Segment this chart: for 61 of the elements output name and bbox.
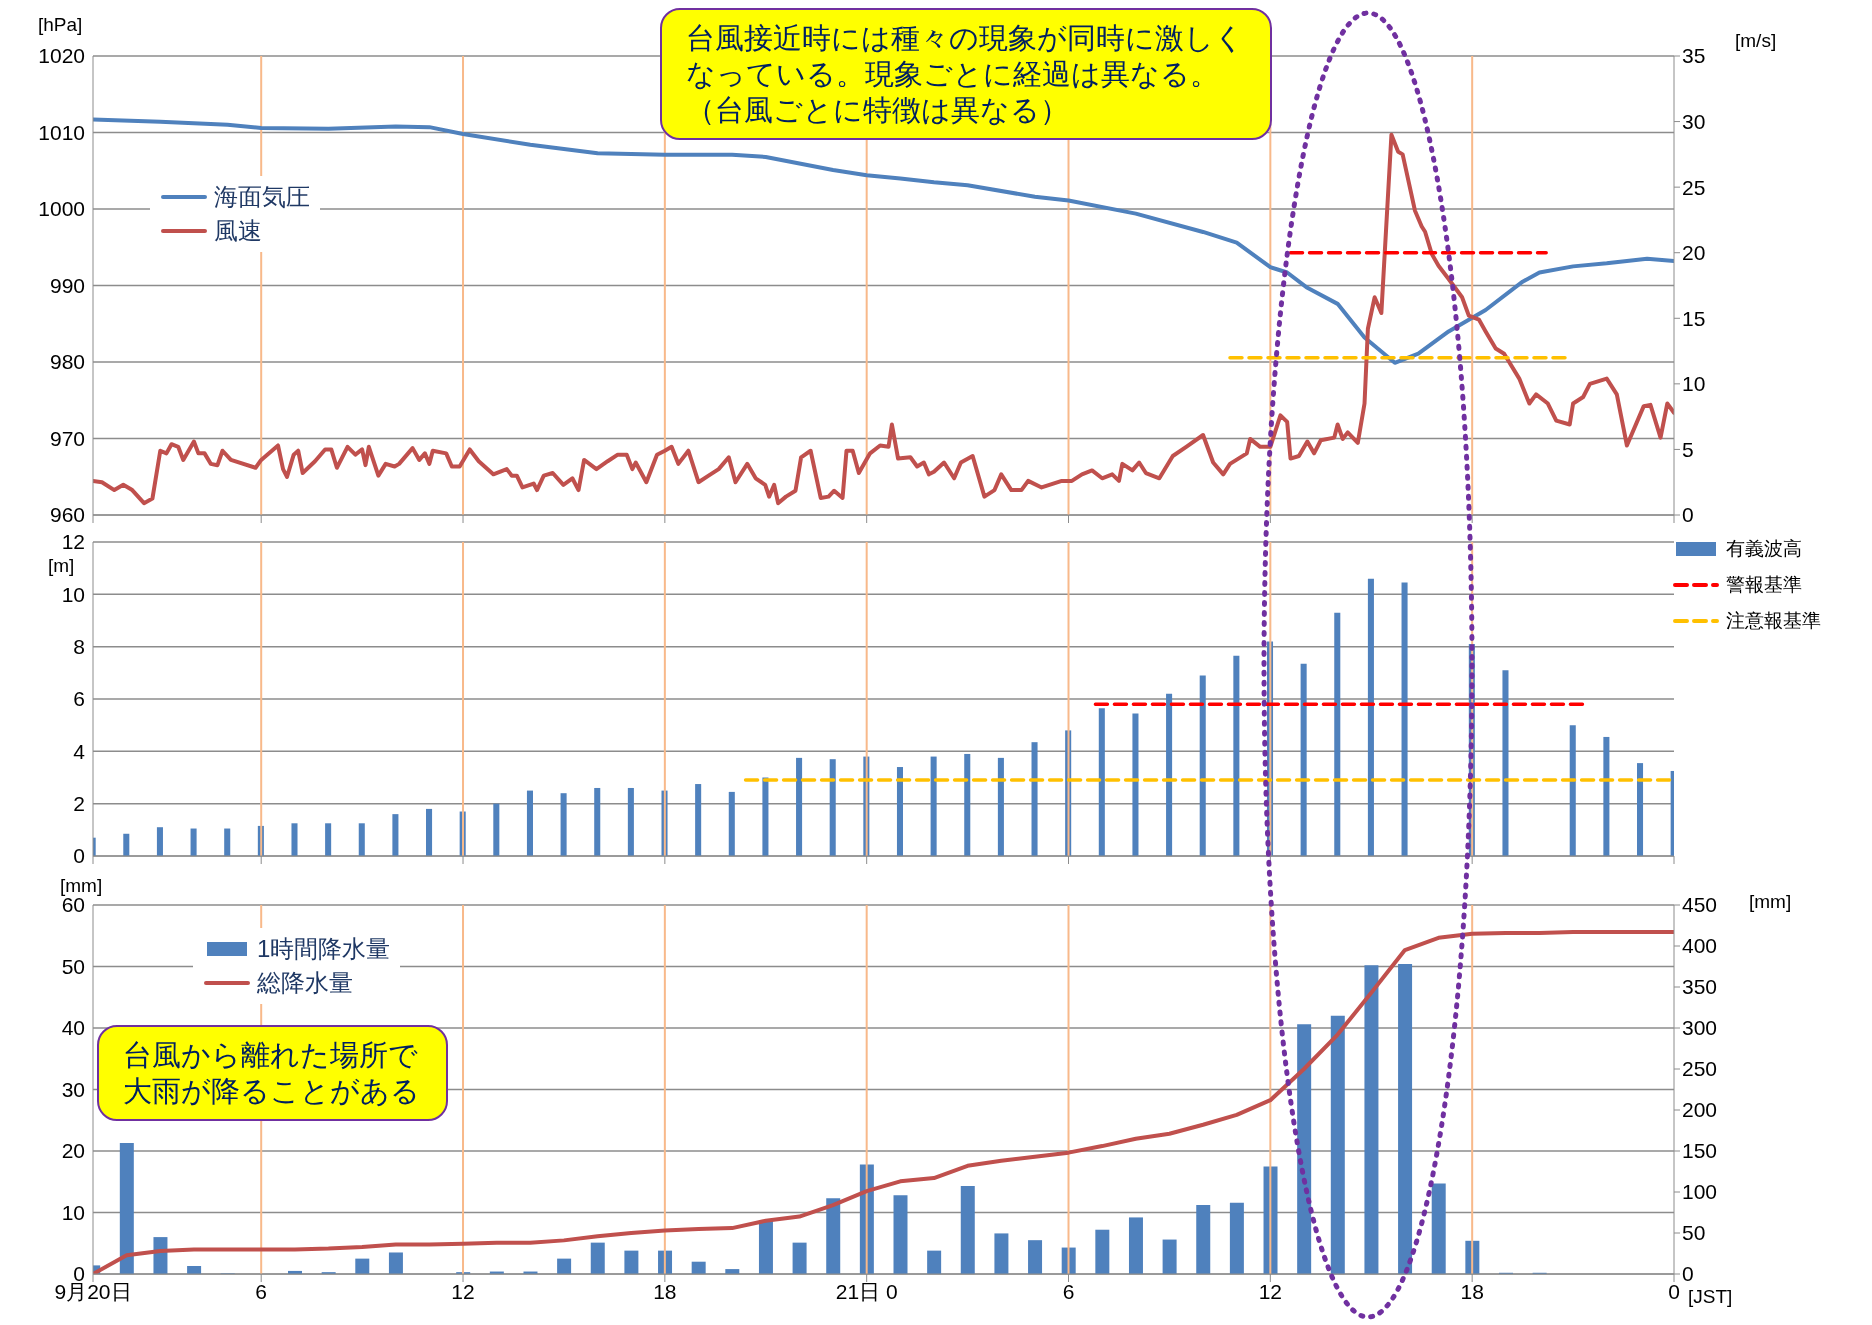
y-axis-title: [m] (48, 555, 75, 577)
y-tick-label: 6 (73, 687, 85, 711)
y-tick-label: 4 (73, 739, 86, 763)
legend-label: 警報基準 (1726, 573, 1802, 597)
y-tick-label: 20 (61, 1139, 85, 1163)
y-tick-label: 12 (61, 530, 85, 554)
x-tick-label: 12 (1258, 1279, 1283, 1303)
x-tick-label: 0 (1668, 1279, 1680, 1303)
y2-tick-label: 250 (1682, 1057, 1718, 1081)
y-tick-label: 0 (73, 844, 85, 868)
y2-tick-label: 50 (1682, 1221, 1706, 1245)
y2-tick-label: 25 (1682, 175, 1706, 199)
x-tick-label: 6 (255, 1279, 268, 1303)
y-tick-label: 1000 (38, 197, 85, 221)
x-tick-label: 12 (451, 1279, 475, 1303)
y2-tick-label: 0 (1682, 1262, 1694, 1286)
y-tick-label: 10 (61, 582, 85, 606)
y-tick-label: 960 (49, 503, 85, 527)
y2-tick-label: 400 (1682, 934, 1718, 958)
y2-tick-label: 0 (1682, 503, 1694, 527)
legend-label: 風速 (214, 216, 262, 246)
y-axis-title: [mm] (60, 875, 103, 897)
y-tick-label: 980 (49, 350, 85, 374)
y2-tick-label: 300 (1682, 1016, 1718, 1040)
y-tick-label: 990 (49, 273, 85, 297)
y-tick-label: 1020 (38, 44, 85, 68)
y-tick-label: 970 (49, 426, 85, 450)
y2-tick-label: 450 (1682, 893, 1718, 917)
y2-tick-label: 10 (1682, 372, 1706, 396)
y-tick-label: 1010 (38, 120, 85, 144)
legend-label: 総降水量 (257, 968, 353, 998)
y-axis-title: [hPa] (38, 14, 83, 36)
y2-tick-label: 150 (1682, 1139, 1718, 1163)
x-tick-label: 18 (1460, 1279, 1484, 1303)
y-tick-label: 2 (73, 792, 85, 816)
legend-label: 注意報基準 (1726, 609, 1821, 633)
x-tick-label: 21日 0 (835, 1279, 898, 1303)
y2-tick-label: 30 (1682, 110, 1706, 134)
y2-axis-title: [mm] (1749, 891, 1792, 913)
y2-tick-label: 35 (1682, 44, 1706, 68)
y2-tick-label: 350 (1682, 975, 1718, 999)
y2-tick-label: 5 (1682, 437, 1694, 461)
legend-label: 海面気圧 (214, 182, 310, 212)
y-tick-label: 30 (61, 1077, 85, 1101)
y2-tick-label: 200 (1682, 1098, 1718, 1122)
legend-label: 有義波高 (1726, 537, 1802, 561)
y2-tick-label: 20 (1682, 241, 1706, 265)
annotation: （台風ごとに特徴は異なる） (686, 93, 1070, 128)
x-axis-title: [JST] (1688, 1286, 1733, 1308)
y2-tick-label: 15 (1682, 306, 1706, 330)
y2-tick-label: 100 (1682, 1180, 1718, 1204)
annotation: 台風接近時には種々の現象が同時に激しくなっている。現象ごとに経過は異なる。 (686, 21, 1245, 92)
legend-label: 1時間降水量 (257, 934, 391, 964)
y-tick-label: 40 (61, 1016, 85, 1040)
x-tick-label: 18 (653, 1279, 677, 1303)
annotation: 台風から離れた場所で大雨が降ることがある (123, 1038, 421, 1109)
x-tick-label: 6 (1062, 1279, 1075, 1303)
y-tick-label: 10 (61, 1200, 85, 1224)
y-tick-label: 8 (73, 635, 85, 659)
y-tick-label: 50 (61, 954, 85, 978)
y2-axis-title: [m/s] (1735, 30, 1777, 52)
